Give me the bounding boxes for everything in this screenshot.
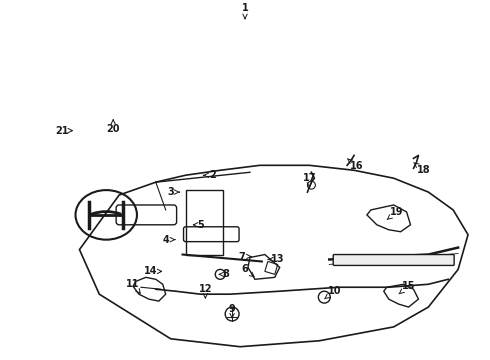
Text: 10: 10 bbox=[325, 286, 341, 299]
Text: 1: 1 bbox=[242, 3, 248, 19]
Text: 20: 20 bbox=[106, 120, 120, 134]
Text: 17: 17 bbox=[303, 173, 316, 187]
Text: 11: 11 bbox=[126, 279, 140, 293]
Text: 7: 7 bbox=[239, 252, 251, 261]
FancyBboxPatch shape bbox=[333, 255, 454, 265]
Text: 5: 5 bbox=[194, 220, 204, 230]
Text: 16: 16 bbox=[347, 159, 364, 171]
Text: 19: 19 bbox=[387, 207, 403, 220]
Text: 6: 6 bbox=[242, 264, 254, 276]
Text: 9: 9 bbox=[229, 304, 236, 318]
Text: 15: 15 bbox=[399, 281, 416, 294]
Text: 2: 2 bbox=[203, 170, 216, 180]
Text: 12: 12 bbox=[198, 284, 212, 298]
Text: 3: 3 bbox=[167, 187, 180, 197]
Text: 21: 21 bbox=[55, 126, 73, 136]
Text: 14: 14 bbox=[144, 266, 162, 276]
Text: 13: 13 bbox=[268, 255, 285, 265]
Text: 4: 4 bbox=[162, 235, 175, 245]
Text: 18: 18 bbox=[414, 163, 430, 175]
Text: 8: 8 bbox=[220, 269, 230, 279]
